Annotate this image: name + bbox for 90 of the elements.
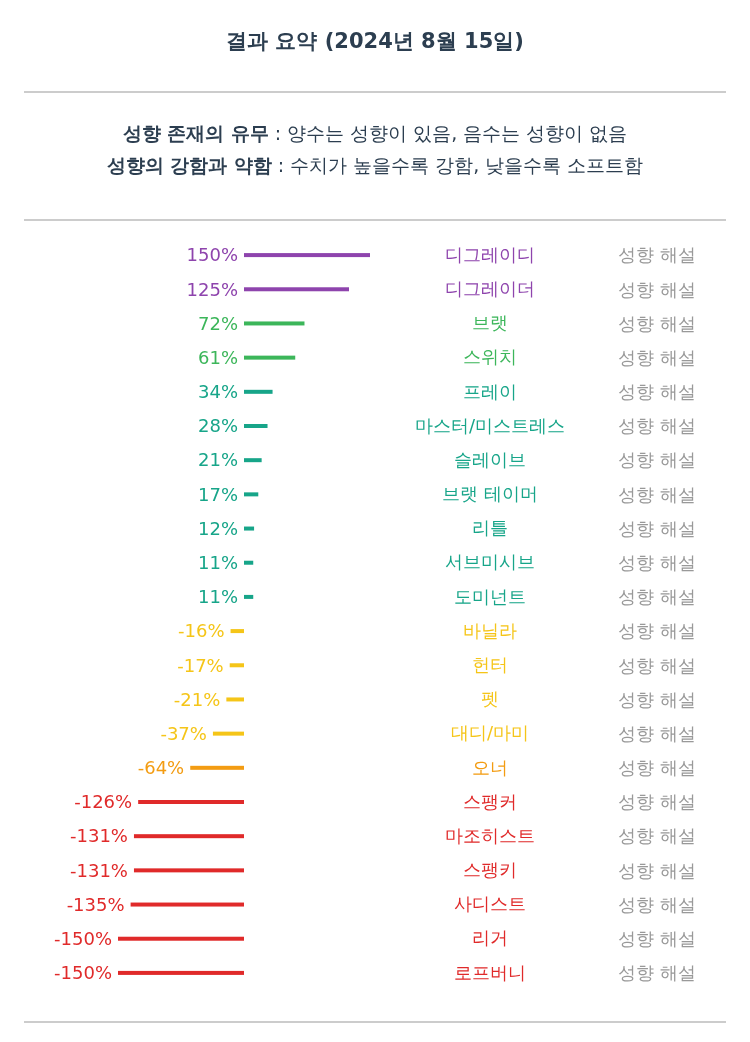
bar <box>244 560 254 565</box>
text: 성향 해설 <box>618 346 696 368</box>
y-tick-label: 대디/마미 <box>450 722 530 744</box>
bar <box>244 389 273 394</box>
bar <box>244 321 305 326</box>
text: 성향 해설 <box>618 449 696 471</box>
y-tick-label: 리거 <box>472 927 508 949</box>
data-label: 17% <box>197 483 238 505</box>
text: 성향 해설 <box>618 654 696 676</box>
text: 성향 해설 <box>618 928 696 950</box>
bar <box>244 458 262 463</box>
data-label: -131% <box>69 859 128 881</box>
data-label: -21% <box>173 688 221 710</box>
bar <box>230 629 244 634</box>
data-label: -17% <box>177 654 224 676</box>
bar <box>244 355 296 360</box>
bar <box>118 970 244 975</box>
text: 성향 해설 <box>618 620 696 642</box>
text: 성향 해설 <box>618 688 696 710</box>
text: 성향 해설 <box>618 791 696 813</box>
text: 성향 해설 <box>618 244 696 266</box>
data-label: -16% <box>178 620 225 642</box>
text: 성향 해설 <box>618 962 696 984</box>
data-label: -131% <box>69 825 128 847</box>
data-label: 21% <box>197 449 238 471</box>
y-tick-label: 사디스트 <box>454 893 526 915</box>
chart-subtitle: 성향 존재의 유무 : 양수는 성향이 있음, 음수는 성향이 없음 성향의 강함과 약함 : 수치가 높을수록 강함, 낮을수록 소프트함 <box>106 122 644 176</box>
bar <box>244 287 349 292</box>
y-tick-label: 프레이 <box>463 380 517 402</box>
y-tick-label: 도미넌트 <box>454 585 526 607</box>
text: 성향 해설 <box>618 722 696 744</box>
y-tick-label: 슬레이브 <box>454 448 526 470</box>
bar <box>212 731 244 736</box>
y-tick-label: 로프버니 <box>454 961 526 983</box>
y-tick-label: 브랫 <box>472 312 508 334</box>
text: 성향 해설 <box>618 415 696 437</box>
bar <box>133 834 244 839</box>
y-tick-label: 브랫 테이머 <box>442 483 538 505</box>
text: 성향 해설 <box>618 517 696 539</box>
y-tick-label: 스팽커 <box>463 790 517 812</box>
data-label: 28% <box>197 415 238 437</box>
y-tick-label: 리틀 <box>472 517 508 539</box>
data-label: 11% <box>197 552 238 574</box>
data-label: 12% <box>197 517 238 539</box>
data-label: 11% <box>197 586 238 608</box>
bar <box>226 697 244 702</box>
data-label: -150% <box>54 962 112 984</box>
bar <box>229 663 244 668</box>
data-label: -37% <box>160 722 207 744</box>
y-tick-label: 펫 <box>481 688 499 710</box>
text: 성향 해설 <box>618 586 696 608</box>
text: 성향 해설 <box>618 825 696 847</box>
text: 성향 해설 <box>618 483 696 505</box>
bar <box>133 868 244 873</box>
data-label: -150% <box>54 928 112 950</box>
data-label: -135% <box>66 893 125 915</box>
bar <box>244 526 255 531</box>
y-tick-label: 서브미시브 <box>445 551 535 573</box>
y-tick-label: 오너 <box>472 756 508 778</box>
text: 성향 해설 <box>618 278 696 300</box>
data-label: 150% <box>186 244 238 266</box>
text: 성향 해설 <box>618 381 696 403</box>
data-label: 34% <box>197 381 238 403</box>
bar <box>244 424 268 428</box>
y-tick-label: 마조히스트 <box>445 824 535 846</box>
y-tick-label: 디그레이디 <box>445 243 535 265</box>
data-label: 72% <box>197 312 238 334</box>
text: 성향 해설 <box>618 312 696 334</box>
y-tick-label: 바닐라 <box>463 619 517 641</box>
bar <box>130 902 244 907</box>
y-tick-label: 마스터/미스트레스 <box>414 414 566 436</box>
y-tick-label: 스위치 <box>463 346 517 368</box>
bar <box>244 492 259 497</box>
bar <box>118 936 244 941</box>
data-label: 61% <box>197 346 238 368</box>
data-label: -126% <box>74 791 133 813</box>
chart-title: 결과 요약 (2024년 8월 15일) <box>226 29 524 53</box>
text: 성향 해설 <box>618 859 696 881</box>
bar <box>244 253 370 258</box>
data-label: -64% <box>137 757 185 779</box>
y-tick-label: 헌터 <box>472 654 508 676</box>
text: 성향 해설 <box>618 552 696 574</box>
y-tick-label: 디그레이더 <box>445 278 535 300</box>
bar <box>244 594 254 599</box>
bar <box>138 800 244 804</box>
text: 성향 해설 <box>618 757 696 779</box>
y-tick-label: 스팽키 <box>463 859 517 881</box>
data-label: 125% <box>186 278 238 300</box>
text: 성향 해설 <box>618 893 696 915</box>
bar <box>190 765 244 770</box>
